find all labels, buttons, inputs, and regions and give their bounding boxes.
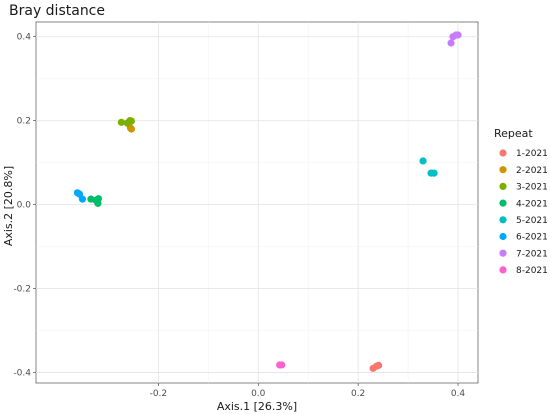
legend-label-3-2021: 3-2021	[516, 183, 548, 193]
data-point-3-2021	[117, 118, 126, 126]
legend-key-4-2021	[499, 199, 507, 207]
data-points	[73, 31, 462, 372]
data-point-3-2021	[127, 117, 135, 125]
y-axis-ticks: -0.4 -0.2 0.0 0.2 0.4	[13, 33, 36, 379]
data-point-8-2021	[278, 361, 286, 369]
data-point-7-2021	[454, 31, 462, 39]
grid-lines	[36, 22, 478, 383]
x-tick-label: 0.4	[451, 389, 466, 399]
legend-key-1-2021	[499, 149, 507, 157]
legend-label-1-2021: 1-2021	[516, 149, 548, 159]
legend-key-6-2021	[499, 232, 507, 241]
plot-border	[35, 21, 479, 384]
legend-label-5-2021: 5-2021	[516, 216, 548, 226]
data-point-7-2021	[447, 39, 455, 47]
data-point-5-2021	[419, 157, 427, 165]
legend-title: Repeat	[494, 127, 533, 140]
y-axis-title: Axis.2 [20.8%]	[2, 166, 15, 246]
legend-key-2-2021	[499, 166, 507, 174]
data-point-4-2021	[94, 199, 102, 207]
legend: Repeat 1-2021 2-2021 3-2021 4-2021 5-2021 6-2…	[494, 127, 548, 276]
legend-label-7-2021: 7-2021	[516, 249, 548, 259]
y-tick-label: 0.2	[17, 117, 31, 127]
x-tick-label: -0.2	[150, 389, 168, 399]
y-tick-label: 0.0	[17, 201, 32, 211]
legend-key-3-2021	[499, 182, 507, 190]
x-tick-label: 0.0	[251, 389, 266, 399]
x-axis-ticks: -0.2 0.0 0.2 0.4	[150, 383, 466, 399]
chart-title: Bray distance	[9, 3, 105, 19]
x-axis-title: Axis.1 [26.3%]	[217, 400, 297, 413]
data-point-5-2021	[430, 169, 438, 177]
legend-label-8-2021: 8-2021	[516, 266, 548, 276]
y-tick-label: 0.4	[17, 33, 32, 43]
legend-key-8-2021	[499, 266, 507, 274]
x-tick-label: 0.2	[351, 389, 365, 399]
legend-label-4-2021: 4-2021	[516, 199, 548, 209]
legend-label-2-2021: 2-2021	[516, 166, 548, 176]
data-point-1-2021	[375, 361, 383, 369]
plot-panel	[35, 21, 479, 384]
legend-key-5-2021	[499, 216, 507, 224]
legend-label-6-2021: 6-2021	[516, 233, 548, 243]
y-tick-label: -0.4	[13, 369, 31, 379]
y-tick-label: -0.2	[13, 285, 31, 295]
legend-key-7-2021	[499, 249, 507, 257]
data-point-6-2021	[78, 195, 87, 203]
